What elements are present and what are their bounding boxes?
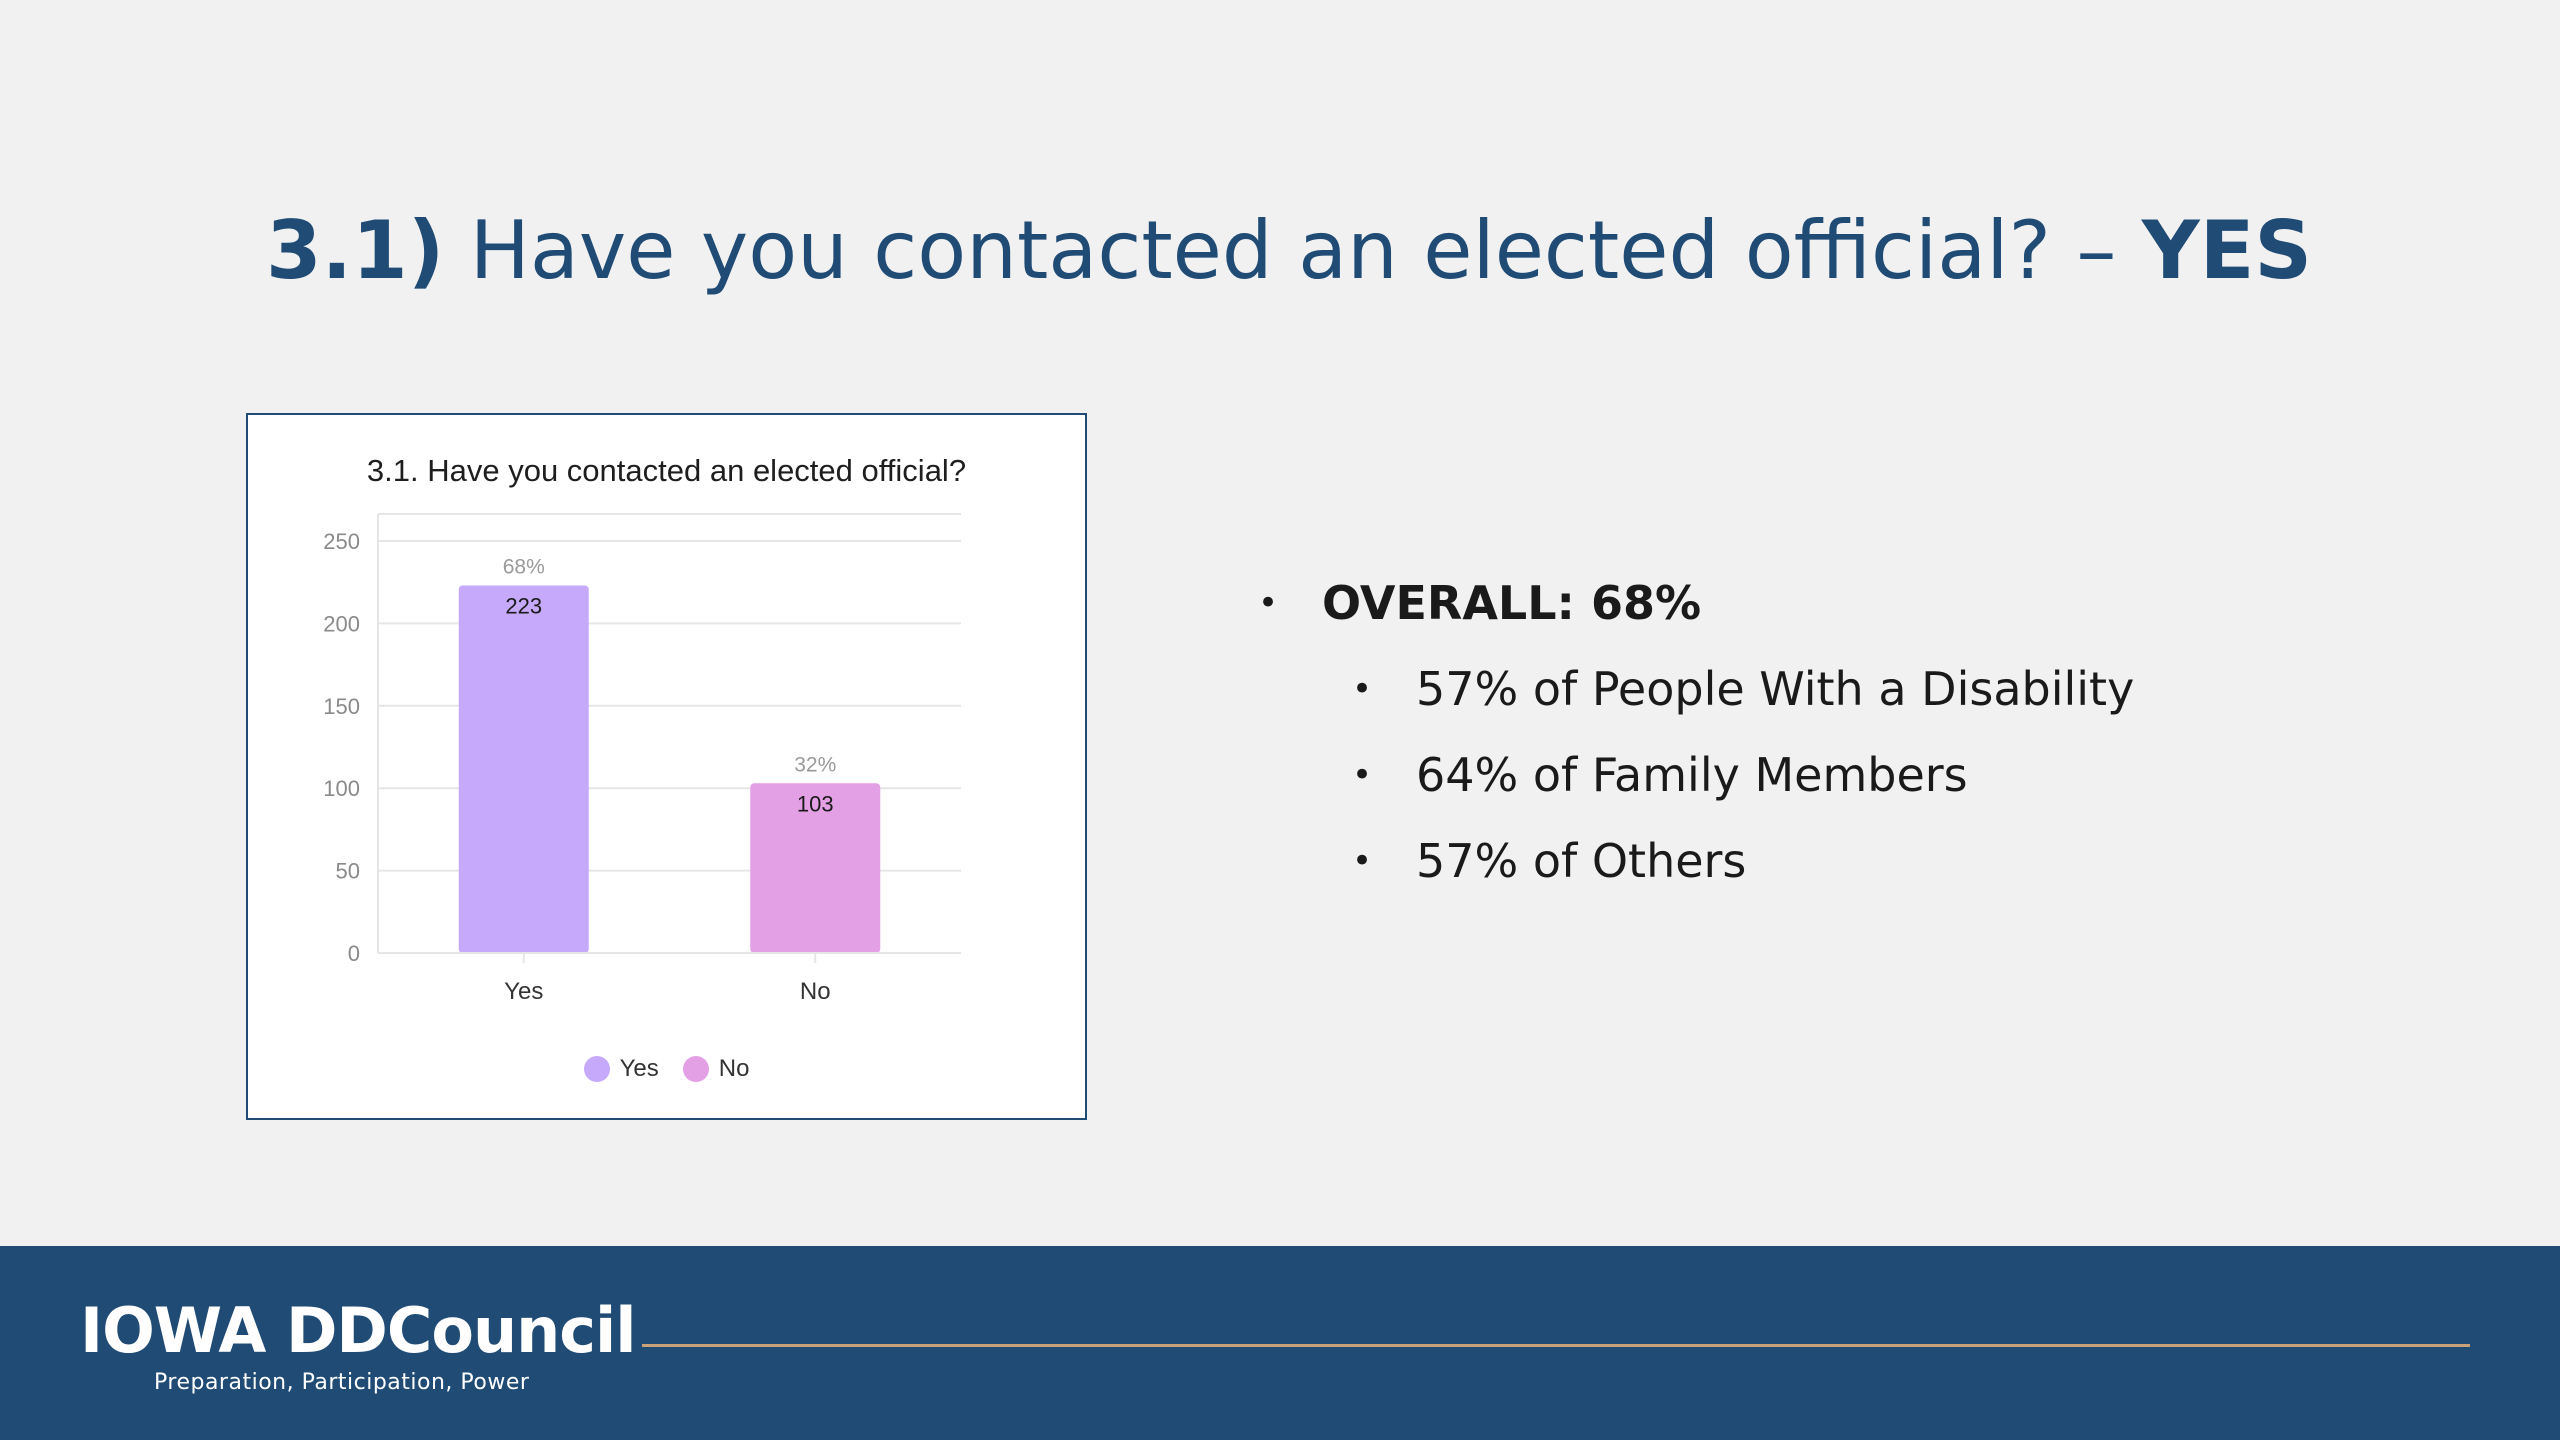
legend-label-no: No [718,1055,750,1082]
y-tick-label: 200 [323,611,360,636]
legend-swatch-no [682,1056,709,1082]
y-tick-label: 100 [323,776,360,801]
bullet-overall-text: OVERALL: 68% [1322,576,1702,630]
iowa-ddcouncil-logo: IOWA DDCouncil Preparation, Participatio… [80,1294,637,1396]
legend-item-no: No [682,1055,750,1083]
chart-legend: Yes No [248,1055,1085,1083]
bar-value-label: 103 [797,791,834,816]
bar-percent-label: 32% [794,753,836,776]
logo-tagline: Preparation, Participation, Power [154,1370,530,1395]
summary-bullets: • OVERALL: 68% • 57% of People With a Di… [1258,560,2134,904]
bullet-item: • 64% of Family Members [1352,732,2134,818]
bullet-marker: • [1352,755,1373,795]
legend-swatch-yes [583,1056,610,1082]
legend-label-yes: Yes [619,1055,659,1082]
bar-value-label: 223 [505,593,542,618]
chart-title: 3.1. Have you contacted an elected offic… [366,453,967,488]
bullet-item-text: 64% of Family Members [1416,748,1968,802]
bullet-item-text: 57% of People With a Disability [1416,662,2135,716]
bullet-item: • 57% of People With a Disability [1352,646,2134,732]
title-question: Have you contacted an elected official? … [444,204,2142,297]
bullet-marker: • [1352,669,1373,709]
x-tick-label: Yes [504,978,543,1005]
slide-title: 3.1) Have you contacted an elected offic… [266,196,2366,306]
bullet-item: • 57% of Others [1352,818,2134,904]
legend-item-yes: Yes [583,1055,659,1083]
bullet-item-text: 57% of Others [1416,834,1747,888]
bar-yes [458,585,589,953]
bullet-marker: • [1258,583,1279,623]
bullet-overall: • OVERALL: 68% [1258,560,2134,646]
y-tick-label: 150 [323,694,360,719]
logo-wordmark: IOWA DDCouncil [80,1294,637,1367]
bar-no [750,783,881,953]
chart-card: 3.1. Have you contacted an elected offic… [246,413,1087,1120]
footer-bar: IOWA DDCouncil Preparation, Participatio… [0,1246,2560,1440]
bar-percent-label: 68% [503,555,545,578]
bar-chart: 0 50 100 150 200 250 223 68% Yes 103 32% No [323,513,961,1005]
y-tick-label: 0 [348,941,360,966]
y-tick-label: 50 [336,859,360,884]
title-answer: YES [2141,204,2312,297]
y-tick-label: 250 [323,529,360,554]
footer-divider [642,1344,2470,1347]
x-tick-label: No [800,978,831,1005]
bullet-marker: • [1352,841,1373,881]
title-number: 3.1) [266,204,445,297]
